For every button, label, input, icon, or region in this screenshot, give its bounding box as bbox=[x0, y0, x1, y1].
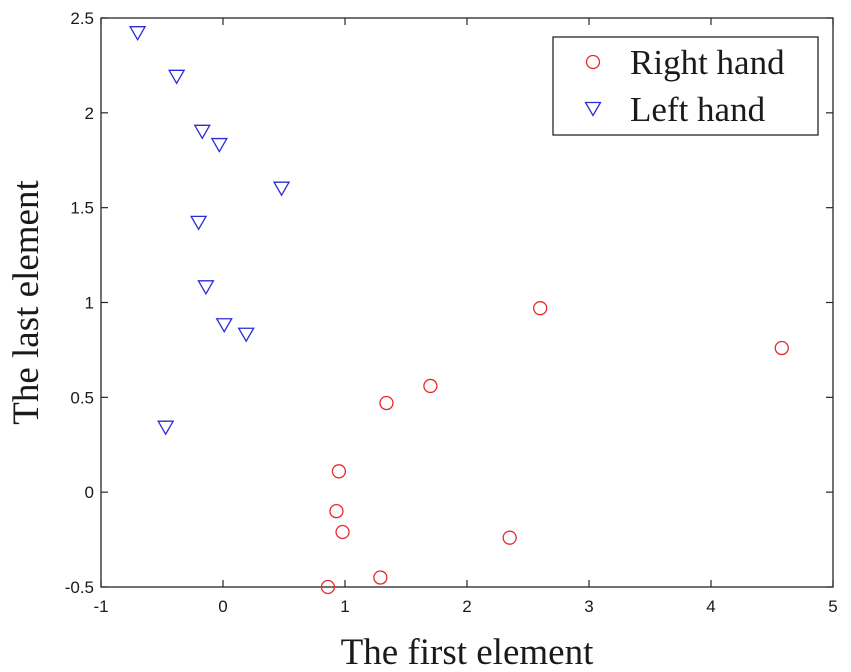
legend: Right hand Left hand bbox=[552, 36, 819, 136]
right-hand-point bbox=[533, 301, 548, 316]
left-hand-point bbox=[237, 327, 255, 343]
legend-label-left-hand: Left hand bbox=[630, 90, 766, 129]
y-tick-label: 0.5 bbox=[70, 388, 94, 407]
y-tick-label: 2.5 bbox=[70, 9, 94, 28]
y-tick-label: 1 bbox=[85, 294, 94, 313]
right-hand-point bbox=[335, 524, 350, 540]
legend-triangle-marker bbox=[584, 101, 602, 117]
y-tick-label: -0.5 bbox=[65, 578, 94, 597]
x-axis-label: The first element bbox=[341, 632, 594, 672]
data-points bbox=[128, 26, 789, 595]
legend-circle-marker bbox=[585, 54, 601, 70]
left-hand-point bbox=[210, 137, 228, 153]
y-tick-label: 2 bbox=[85, 104, 94, 123]
y-tick-label: 1.5 bbox=[70, 199, 94, 218]
legend-marker-circle bbox=[585, 54, 601, 70]
left-hand-point bbox=[189, 215, 208, 231]
x-tick-label: 3 bbox=[584, 597, 593, 616]
x-tick-label: 2 bbox=[462, 597, 471, 616]
left-hand-point bbox=[128, 26, 147, 41]
x-tick-label: 4 bbox=[706, 597, 715, 616]
left-hand-point bbox=[215, 318, 233, 334]
legend-marker-triangle bbox=[584, 101, 602, 117]
right-hand-point bbox=[331, 464, 347, 479]
right-hand-point bbox=[329, 503, 344, 519]
x-tick-label: 5 bbox=[828, 597, 837, 616]
x-tick-label: 0 bbox=[218, 597, 227, 616]
x-tick-label: -1 bbox=[93, 597, 108, 616]
right-hand-point bbox=[774, 340, 789, 356]
legend-entry-right-hand: Right hand bbox=[585, 43, 785, 82]
legend-box bbox=[552, 36, 819, 136]
right-hand-point bbox=[502, 530, 517, 545]
left-hand-point bbox=[272, 181, 291, 197]
left-hand-point bbox=[168, 69, 186, 85]
right-hand-point bbox=[379, 395, 394, 411]
axis-ticks: -1 0 1 2 3 4 5 -0.5 0 0.5 1 1.5 2 2.5 bbox=[65, 9, 838, 616]
left-hand-point bbox=[193, 124, 211, 140]
legend-entry-left-hand: Left hand bbox=[584, 90, 766, 129]
y-axis-label: The last element bbox=[6, 180, 47, 425]
left-hand-point bbox=[197, 280, 215, 296]
left-hand-point bbox=[157, 420, 175, 436]
x-tick-label: 1 bbox=[340, 597, 349, 616]
legend-label-right-hand: Right hand bbox=[630, 43, 785, 82]
y-tick-label: 0 bbox=[85, 483, 94, 502]
right-hand-point bbox=[320, 579, 336, 595]
right-hand-point bbox=[423, 378, 438, 394]
right-hand-point bbox=[373, 570, 388, 585]
